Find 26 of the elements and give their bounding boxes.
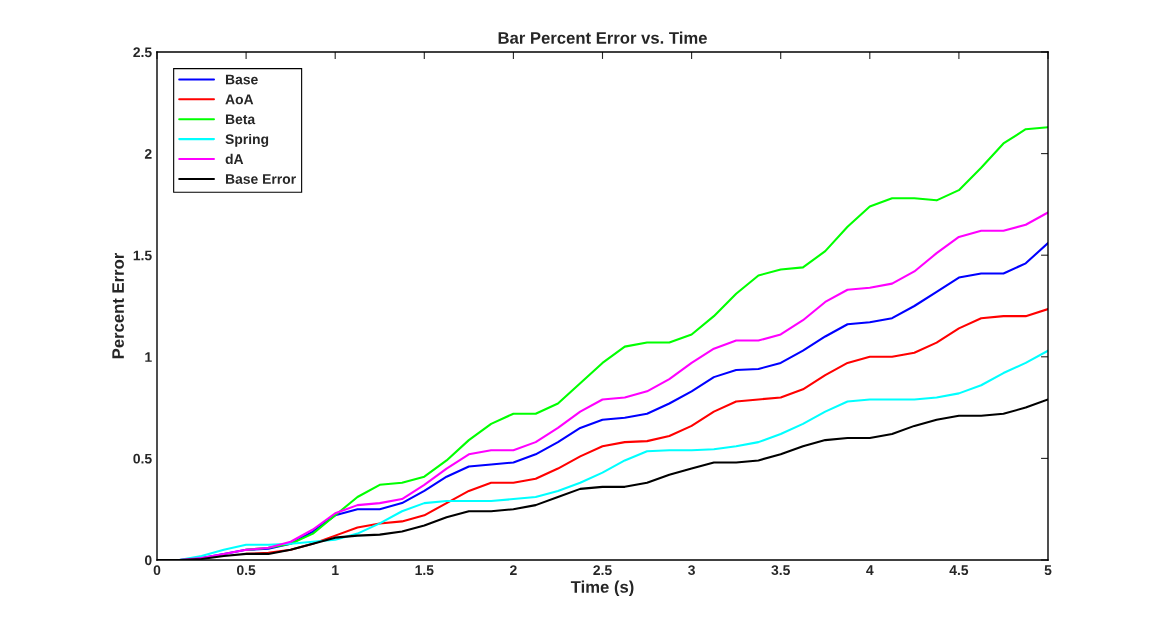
- y-axis-title: Percent Error: [112, 252, 124, 359]
- x-tick-label: 0: [153, 565, 161, 576]
- x-tick-label: 1: [332, 565, 339, 575]
- y-tick-label: 1: [145, 352, 152, 362]
- x-tick-label: 1.5: [415, 565, 434, 576]
- y-tick-label: 0: [144, 555, 152, 566]
- x-tick-label: 4.5: [949, 565, 969, 576]
- chart-title: Bar Percent Error vs. Time: [498, 31, 707, 44]
- x-tick-label: 4: [866, 565, 874, 575]
- y-tick-label: 0.5: [133, 453, 152, 464]
- x-tick-label: 3.5: [771, 565, 790, 576]
- legend-label: dA: [225, 153, 244, 165]
- legend-label: AoA: [225, 94, 254, 105]
- x-tick-label: 3: [688, 565, 695, 576]
- x-tick-label: 2: [510, 565, 517, 575]
- x-axis-title: Time (s): [570, 580, 634, 597]
- legend-label: Beta: [225, 114, 256, 125]
- x-tick-label: 2.5: [593, 565, 612, 576]
- legend-label: Base Error: [225, 174, 296, 184]
- y-tick-label: 2: [144, 148, 152, 159]
- x-tick-label: 0.5: [237, 565, 256, 576]
- legend-label: Spring: [225, 133, 269, 147]
- y-tick-label: 2.5: [133, 47, 152, 58]
- legend-label: Base: [225, 74, 258, 85]
- y-tick-label: 1.5: [133, 250, 152, 261]
- x-tick-label: 5: [1044, 565, 1052, 576]
